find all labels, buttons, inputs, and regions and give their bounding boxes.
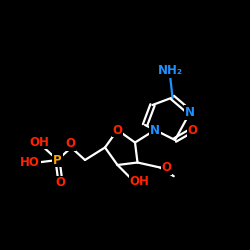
Text: O: O [188, 124, 198, 136]
Text: O: O [161, 161, 171, 174]
Text: OH: OH [130, 175, 150, 188]
Text: NH₂: NH₂ [158, 64, 182, 77]
Text: P: P [53, 154, 62, 166]
Text: N: N [150, 124, 160, 136]
Text: O: O [55, 176, 65, 190]
Text: O: O [112, 124, 122, 136]
Text: O: O [65, 137, 75, 150]
Text: N: N [185, 106, 195, 119]
Text: OH: OH [30, 136, 50, 148]
Text: HO: HO [20, 156, 40, 170]
